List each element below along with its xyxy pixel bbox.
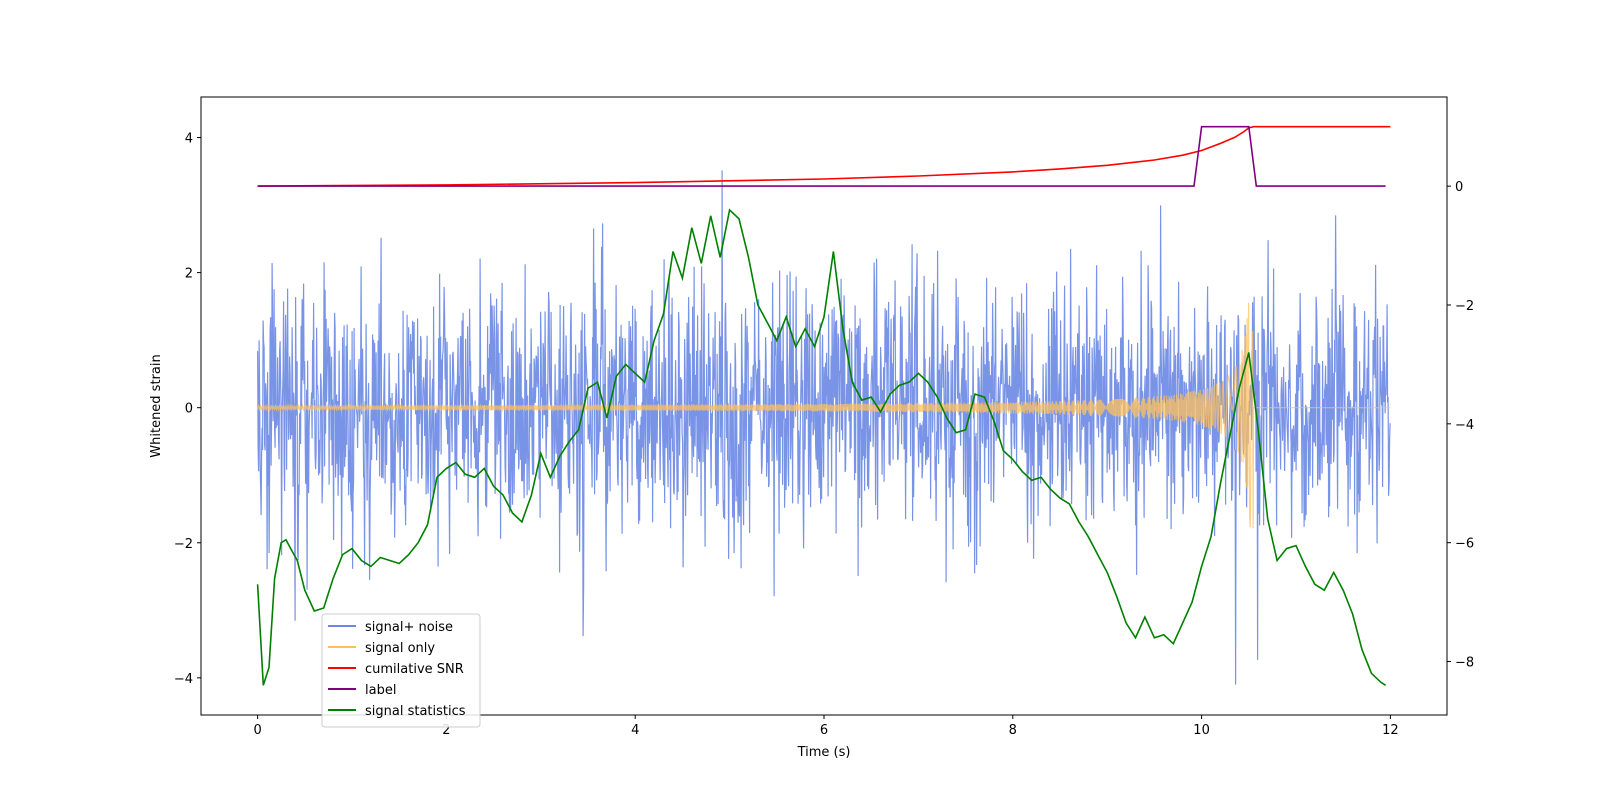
- x-tick-label: 2: [442, 723, 450, 738]
- x-tick-label: 10: [1193, 723, 1210, 738]
- x-tick-label: 8: [1009, 723, 1017, 738]
- legend-label: cumilative SNR: [365, 662, 464, 677]
- y-tick-label: −2: [174, 537, 193, 552]
- series-signal-statistics: [256, 208, 1387, 686]
- y-tick-label: −4: [174, 672, 193, 687]
- y-tick-label: 2: [185, 267, 193, 282]
- y-tick-label: 0: [185, 402, 193, 417]
- y2-tick-label: −8: [1455, 656, 1474, 671]
- x-tick-label: 0: [253, 723, 261, 738]
- y2-tick-label: −6: [1455, 537, 1474, 552]
- series-label: [257, 125, 1386, 187]
- y-axis-left: −4 −2 0 2 4: [174, 132, 201, 687]
- y2-tick-label: −2: [1455, 299, 1474, 314]
- legend-box: [321, 613, 481, 728]
- legend-label: label: [365, 683, 396, 698]
- y-axis-right: −8 −6 −4 −2 0: [1447, 180, 1474, 671]
- x-tick-label: 6: [820, 723, 828, 738]
- legend-label: signal only: [365, 641, 435, 656]
- y-tick-label: 4: [185, 132, 193, 147]
- plot-area: [256, 125, 1391, 686]
- x-tick-label: 4: [631, 723, 639, 738]
- y2-tick-label: 0: [1455, 180, 1463, 195]
- series-signal-only: [257, 302, 1391, 529]
- x-axis-label: Time (s): [797, 745, 851, 760]
- y2-tick-label: −4: [1455, 418, 1474, 433]
- legend: signal+ noise signal only cumilative SNR la…: [321, 613, 481, 728]
- series-signal-noise: [257, 170, 1391, 685]
- legend-label: signal+ noise: [365, 620, 453, 635]
- y-axis-label: Whitened strain: [149, 354, 164, 457]
- legend-label: signal statistics: [365, 704, 466, 719]
- x-tick-label: 12: [1382, 723, 1399, 738]
